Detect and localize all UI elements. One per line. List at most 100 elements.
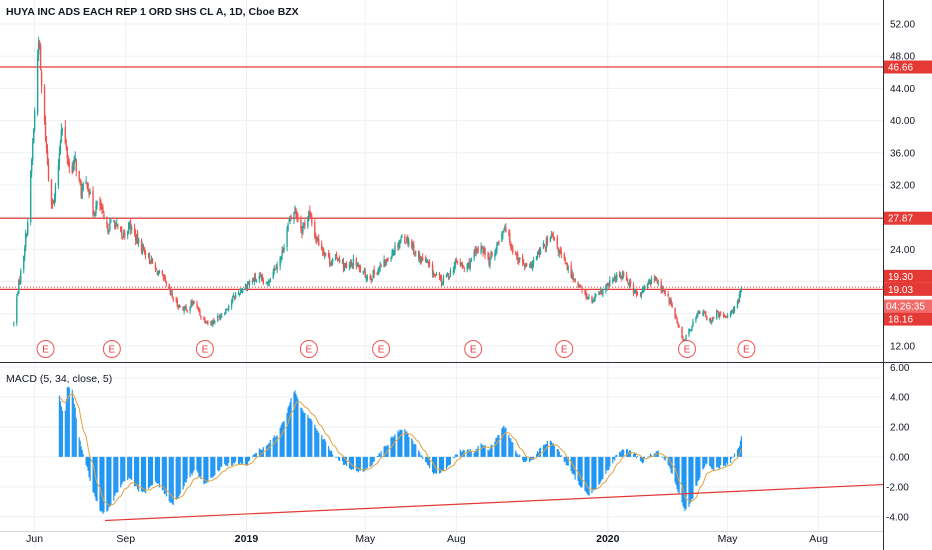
- candle-body: [109, 222, 111, 230]
- earnings-marker[interactable]: E: [737, 340, 756, 358]
- candle-body: [740, 289, 743, 291]
- candle-body: [441, 281, 444, 284]
- macd-bar: [705, 456, 707, 464]
- macd-trendline[interactable]: [104, 483, 884, 522]
- macd-bar: [67, 386, 69, 457]
- earnings-marker-circle[interactable]: [555, 340, 574, 358]
- macd-bar: [157, 456, 159, 484]
- candle-body: [559, 249, 561, 252]
- earnings-marker-circle[interactable]: [195, 340, 214, 358]
- candle-body: [355, 258, 358, 267]
- macd-bar: [574, 456, 576, 480]
- macd-bar: [440, 456, 443, 472]
- candle-body: [627, 282, 630, 285]
- macd-bar: [115, 456, 117, 494]
- candle-body: [40, 71, 43, 87]
- candle-body: [431, 264, 434, 275]
- candle-body: [408, 241, 410, 245]
- macd-bar: [600, 456, 602, 482]
- candle-body: [20, 270, 22, 283]
- macd-bar: [438, 456, 441, 474]
- candle-body: [508, 232, 510, 234]
- earnings-marker-circle[interactable]: [36, 340, 55, 358]
- earnings-marker-circle[interactable]: [677, 340, 696, 358]
- candle-body: [113, 220, 115, 222]
- macd-bar: [218, 456, 220, 472]
- macd-bar: [435, 456, 438, 474]
- earnings-marker[interactable]: E: [102, 340, 121, 358]
- macd-bar: [315, 427, 317, 457]
- macd-bar: [325, 441, 327, 457]
- candle-body: [563, 253, 565, 259]
- candle-body: [629, 281, 632, 284]
- macd-bar: [733, 453, 736, 457]
- earnings-marker[interactable]: E: [299, 340, 318, 358]
- macd-bar: [258, 448, 260, 457]
- candle-body: [50, 179, 53, 203]
- candle-body: [240, 291, 243, 293]
- macd-bar: [309, 418, 311, 457]
- macd-bar: [359, 456, 361, 471]
- candle-body: [273, 267, 275, 272]
- earnings-marker[interactable]: E: [36, 340, 55, 358]
- candle-body: [579, 285, 581, 287]
- candle-body: [157, 272, 160, 276]
- macd-bar: [147, 456, 150, 489]
- earnings-marker[interactable]: E: [195, 340, 214, 358]
- candle-body: [442, 276, 445, 282]
- candle-body: [293, 212, 295, 220]
- earnings-marker[interactable]: E: [677, 340, 696, 358]
- macd-bar: [385, 446, 387, 457]
- macd-bar: [567, 456, 569, 466]
- macd-bar: [178, 456, 180, 496]
- candle-body: [407, 237, 409, 244]
- macd-bar: [274, 437, 276, 457]
- candle-body: [117, 224, 119, 227]
- macd-bar: [176, 456, 178, 499]
- candle-body: [134, 234, 137, 241]
- earnings-marker[interactable]: E: [555, 340, 574, 358]
- candle-body: [107, 224, 109, 232]
- candle-body: [635, 290, 638, 295]
- macd-bar: [124, 456, 126, 482]
- candle-body: [343, 265, 346, 269]
- candle-body: [101, 207, 103, 209]
- candle-body: [329, 262, 332, 265]
- price-tag-label: 18.16: [888, 315, 913, 326]
- candle-body: [79, 179, 81, 185]
- macd-bar: [614, 456, 616, 461]
- candle-body: [303, 223, 305, 225]
- candle-body: [435, 274, 438, 276]
- candle-body: [275, 267, 277, 269]
- macd-bar: [550, 441, 552, 457]
- candle-body: [572, 274, 574, 279]
- candle-body: [705, 312, 707, 316]
- candle-body: [311, 217, 313, 224]
- price-tag: 18.16: [884, 312, 932, 326]
- earnings-marker-circle[interactable]: [464, 340, 483, 358]
- candle-body: [163, 277, 166, 279]
- earnings-marker-circle[interactable]: [299, 340, 318, 358]
- macd-bar: [65, 399, 67, 457]
- earnings-marker-circle[interactable]: [737, 340, 756, 358]
- earnings-marker[interactable]: E: [372, 340, 391, 358]
- candle-body: [404, 236, 406, 243]
- horizontal-levels[interactable]: [0, 66, 883, 291]
- candle-body: [366, 275, 368, 280]
- candle-body: [36, 57, 39, 114]
- macd-bar: [206, 456, 208, 483]
- macd-bar: [495, 437, 497, 457]
- earnings-marker[interactable]: E: [464, 340, 483, 358]
- candle-body: [573, 278, 575, 280]
- earnings-marker-circle[interactable]: [372, 340, 391, 358]
- candle-body: [502, 233, 504, 235]
- earnings-marker-circle[interactable]: [102, 340, 121, 358]
- macd-bar: [207, 456, 209, 483]
- macd-bar: [399, 429, 401, 457]
- macd-bar: [511, 442, 513, 457]
- candle-body: [323, 249, 325, 255]
- macd-bar: [626, 449, 628, 457]
- candle-body: [378, 268, 380, 271]
- macd-bar: [607, 456, 609, 471]
